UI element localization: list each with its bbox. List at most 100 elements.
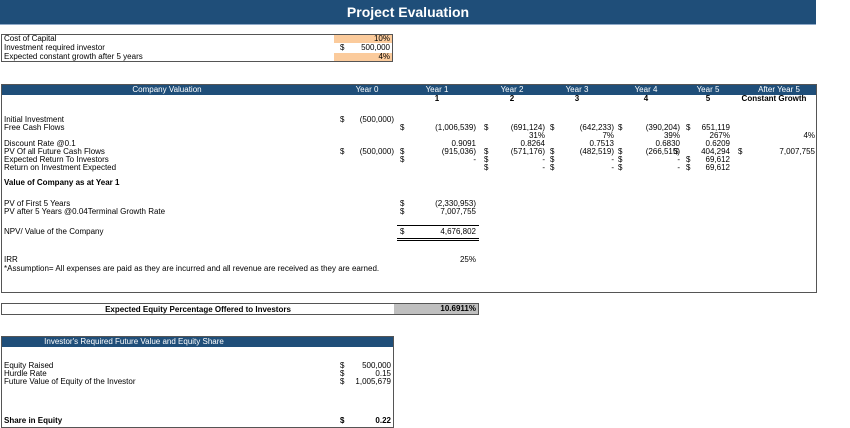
section-heading: Value of Company as at Year 1 — [4, 178, 120, 187]
table-row: Expected Return To Investors $ - $ - $ -… — [2, 156, 816, 164]
investor-table: Investor's Required Future Value and Equ… — [1, 336, 394, 428]
input-label: Expected constant growth after 5 years — [4, 52, 143, 61]
currency-symbol: $ — [674, 147, 679, 156]
equity-raised-value: 500,000 — [362, 361, 391, 370]
row-label: Discount Rate @0.1 — [4, 139, 76, 148]
table-row: Free Cash Flows $ (1,006,539) $ (691,124… — [2, 124, 816, 132]
year-number: 2 — [509, 94, 515, 103]
cell-y4: 39% — [663, 131, 680, 140]
cell-y2: 0.8264 — [520, 139, 545, 148]
currency-symbol: $ — [400, 207, 405, 216]
cell-y1: 0.9091 — [451, 139, 476, 148]
cell-y3: 0.7513 — [589, 139, 614, 148]
equity-percentage-label: Expected Equity Percentage Offered to In… — [105, 305, 291, 314]
future-value-value: 1,005,679 — [355, 377, 391, 386]
col-year-1: Year 1 — [425, 85, 449, 94]
row-label: Hurdle Rate — [4, 369, 47, 378]
input-row-growth: Expected constant growth after 5 years 4… — [2, 53, 392, 61]
row-label: Share in Equity — [4, 416, 63, 425]
cell-after: 4% — [803, 131, 815, 140]
currency-symbol: $ — [484, 147, 489, 156]
cell-y3: 7% — [602, 131, 614, 140]
currency-symbol: $ — [340, 377, 345, 386]
npv-row: NPV/ Value of the Company $ 4,676,802 — [2, 228, 482, 236]
row-label: IRR — [4, 255, 18, 264]
cell-y5: 69,612 — [705, 155, 730, 164]
table-row: PV Of all Future Cash Flows $ (500,000) … — [2, 148, 816, 156]
investment-input[interactable]: 500,000 — [361, 43, 390, 52]
row-label: Free Cash Flows — [4, 123, 65, 132]
cell-y4: 0.6830 — [655, 139, 680, 148]
cell-y3: - — [611, 163, 614, 172]
pv-first-5-row: PV of First 5 Years $ (2,330,953) — [2, 200, 482, 208]
currency-symbol: $ — [550, 123, 555, 132]
cost-of-capital-input[interactable]: 10% — [334, 35, 392, 43]
cell-y5: 404,294 — [701, 147, 730, 156]
currency-symbol: $ — [550, 147, 555, 156]
assumption-note: *Assumption= All expenses are paid as th… — [2, 265, 602, 273]
cell-y5: 267% — [709, 131, 730, 140]
cell-y2: (691,124) — [510, 123, 545, 132]
valuation-header-row: Company Valuation Year 0 Year 1 Year 2 Y… — [2, 85, 816, 95]
col-year-5: Year 5 — [696, 85, 720, 94]
row-label: PV of First 5 Years — [4, 199, 71, 208]
input-label: Investment required investor — [4, 43, 105, 52]
cell-y4: - — [677, 155, 680, 164]
table-row: Equity Raised $ 500,000 — [2, 362, 393, 370]
currency-symbol: $ — [618, 123, 623, 132]
row-label: NPV/ Value of the Company — [4, 227, 104, 236]
col-year-4: Year 4 — [634, 85, 658, 94]
growth-input[interactable]: 4% — [334, 53, 392, 61]
currency-symbol: $ — [484, 123, 489, 132]
cell-y3: - — [611, 155, 614, 164]
year-number: 5 — [705, 94, 711, 103]
input-row-cost-of-capital: Cost of Capital 10% — [2, 35, 392, 43]
cell-y2: 31% — [528, 131, 545, 140]
currency-symbol: $ — [550, 163, 555, 172]
year-number: 3 — [574, 94, 580, 103]
assumption-text: *Assumption= All expenses are paid as th… — [4, 264, 380, 273]
pv-first-5-value: (2,330,953) — [435, 199, 476, 208]
currency-symbol: $ — [400, 199, 405, 208]
irr-row: IRR 25% — [2, 256, 482, 264]
inputs-box: Cost of Capital 10% Investment required … — [1, 34, 393, 62]
cell-y5: 0.6209 — [705, 139, 730, 148]
table-row: Discount Rate @0.1 0.9091 0.8264 0.7513 … — [2, 140, 816, 148]
currency-symbol: $ — [686, 123, 691, 132]
table-row: Return on Investment Expected $ - $ - $ … — [2, 164, 816, 172]
row-label: Initial Investment — [4, 115, 65, 124]
cell-y1: (915,036) — [441, 147, 476, 156]
currency-symbol: $ — [340, 147, 345, 156]
currency-symbol: $ — [738, 147, 743, 156]
year-number: 4 — [643, 94, 649, 103]
table-row: Future Value of Equity of the Investor $… — [2, 378, 393, 386]
row-label: Expected Return To Investors — [4, 155, 109, 164]
col-year-2: Year 2 — [500, 85, 524, 94]
currency-symbol: $ — [340, 416, 345, 425]
currency-symbol: $ — [484, 155, 489, 164]
cell-y0: (500,000) — [359, 115, 394, 124]
currency-symbol: $ — [400, 155, 405, 164]
cell-y3: (482,519) — [579, 147, 614, 156]
table-row: Initial Investment $ (500,000) — [2, 116, 816, 124]
row-label: Equity Raised — [4, 361, 54, 370]
cell-y3: (642,233) — [579, 123, 614, 132]
currency-symbol: $ — [340, 369, 345, 378]
equity-percentage-value: 10.6911% — [394, 304, 478, 314]
currency-symbol: $ — [686, 163, 691, 172]
cell-y2: - — [542, 163, 545, 172]
col-year-3: Year 3 — [565, 85, 589, 94]
company-valuation-table: Company Valuation Year 0 Year 1 Year 2 Y… — [1, 84, 817, 293]
currency-symbol: $ — [340, 115, 345, 124]
row-label: PV Of all Future Cash Flows — [4, 147, 105, 156]
pv-after-5-row: PV after 5 Years @0.04Terminal Growth Ra… — [2, 208, 482, 216]
input-row-investment: Investment required investor $ 500,000 — [2, 44, 392, 52]
cell-y2: - — [542, 155, 545, 164]
currency-symbol: $ — [618, 163, 623, 172]
constant-growth-label: Constant Growth — [741, 94, 807, 103]
currency-symbol: $ — [400, 227, 405, 236]
currency-symbol: $ — [400, 147, 405, 156]
year-number-row: 1 2 3 4 5 Constant Growth — [2, 95, 816, 103]
row-label: PV after 5 Years @0.04Terminal Growth Ra… — [4, 207, 166, 216]
valuation-header: Company Valuation — [132, 85, 202, 94]
